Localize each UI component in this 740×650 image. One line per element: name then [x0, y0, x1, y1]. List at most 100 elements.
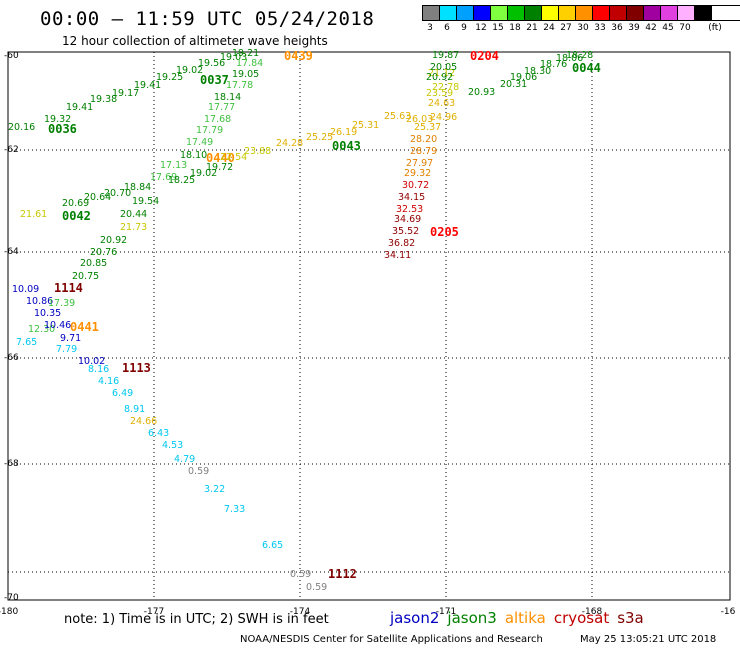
wave-height-reading: 21.73: [120, 222, 147, 233]
mission-name: jason3: [447, 609, 497, 627]
wave-height-reading: 25.37: [414, 122, 441, 133]
wave-height-reading: 25.63: [384, 111, 411, 122]
wave-height-reading: 18.14: [214, 92, 241, 103]
scale-swatch: [678, 6, 695, 20]
scale-label: 3: [427, 23, 433, 33]
color-scale-labels: 3 6 9 12 15 18 21 24 27 30 33 36 39 42 45 70 (ft): [422, 21, 740, 35]
wave-height-reading: 18.84: [124, 182, 151, 193]
wave-height-reading: 12.30: [28, 324, 55, 335]
longitude-label: -168: [582, 607, 603, 617]
wave-height-reading: 4.16: [98, 376, 119, 387]
scale-swatch: [695, 6, 712, 20]
wave-height-reading: 20.31: [500, 79, 527, 90]
scale-swatch: [457, 6, 474, 20]
wave-height-reading: 34.15: [398, 192, 425, 203]
latitude-label: -64: [4, 247, 19, 257]
pass-time-label: 0043: [332, 139, 361, 153]
pass-time-label: 0440: [206, 151, 235, 165]
wave-height-reading: 17.49: [186, 137, 213, 148]
wave-height-reading: 20.93: [468, 87, 495, 98]
scale-swatch: [491, 6, 508, 20]
scale-swatch: [423, 6, 440, 20]
wave-height-reading: 7.33: [224, 504, 245, 515]
longitude-label: -174: [290, 607, 311, 617]
wave-height-reading: 24.96: [430, 112, 457, 123]
longitude-label: -177: [144, 607, 164, 617]
mission-name: s3a: [617, 609, 644, 627]
scale-label: 12: [475, 23, 487, 33]
wave-height-reading: 20.85: [80, 258, 107, 269]
wave-height-reading: 18.10: [180, 150, 207, 161]
scale-swatch: [644, 6, 661, 20]
wave-height-reading: 4.53: [162, 440, 183, 451]
wave-height-reading: 20.70: [104, 188, 131, 199]
scale-swatch: [559, 6, 576, 20]
footnote: note: 1) Time is in UTC; 2) SWH is in fe…: [64, 612, 329, 627]
wave-height-reading: 17.69: [150, 172, 177, 183]
wave-height-reading: 6.49: [112, 388, 133, 399]
wave-height-reading: 19.87: [432, 50, 459, 61]
wave-height-reading: 35.52: [392, 226, 419, 237]
scale-swatch: [525, 6, 542, 20]
wave-height-reading: 20.75: [72, 271, 99, 282]
wave-height-reading: 0.59: [290, 569, 311, 580]
wave-height-reading: 8.16: [88, 364, 109, 375]
wave-height-reading: 19.41: [66, 102, 93, 113]
latitude-label: -68: [4, 459, 19, 469]
wave-height-reading: 18.25: [168, 175, 195, 186]
wave-height-reading: 28.79: [410, 146, 437, 157]
scale-label: 33: [594, 23, 606, 33]
scale-unit: (ft): [708, 23, 722, 33]
color-scale-swatches: [422, 5, 740, 21]
latitude-label: -62: [4, 145, 19, 155]
scale-label: 6: [444, 23, 450, 33]
wave-height-reading: 9.71: [60, 333, 81, 344]
wave-height-reading: 10.46: [44, 320, 71, 331]
wave-height-reading: 25.31: [352, 120, 379, 131]
scale-label: 36: [611, 23, 623, 33]
wave-height-reading: 10.02: [78, 356, 105, 367]
mission-name: jason2: [390, 609, 440, 627]
wave-height-reading: 20.16: [8, 122, 35, 133]
wave-height-reading: 29.32: [404, 168, 431, 179]
scale-swatch: [610, 6, 627, 20]
wave-height-reading: 20.05: [430, 62, 457, 73]
scale-label: 70: [679, 23, 691, 33]
wave-height-reading: 21.12: [428, 68, 455, 79]
latitude-label: -66: [4, 353, 19, 363]
wave-height-reading: 3.22: [204, 484, 225, 495]
mission-name: altika: [504, 609, 546, 627]
pass-time-label: 0439: [284, 49, 313, 63]
scale-label: 27: [560, 23, 572, 33]
wave-height-reading: 10.86: [26, 296, 53, 307]
pass-time-label: 1113: [122, 361, 151, 375]
wave-height-reading: 17.39: [48, 298, 75, 309]
wave-height-reading: 6.43: [148, 428, 169, 439]
page-subtitle: 12 hour collection of altimeter wave hei…: [62, 34, 328, 48]
scale-label: 30: [577, 23, 589, 33]
wave-height-reading: 24.63: [428, 98, 455, 109]
scale-swatch: [508, 6, 525, 20]
scale-label: 15: [492, 23, 504, 33]
wave-height-reading: 24.28: [276, 138, 303, 149]
wave-height-reading: 18.06: [556, 53, 583, 64]
wave-height-reading: 17.77: [208, 102, 235, 113]
wave-height-reading: 20.76: [90, 247, 117, 258]
wave-height-color-scale: 3 6 9 12 15 18 21 24 27 30 33 36 39 42 45 70 (ft): [422, 5, 740, 35]
scale-label: 39: [628, 23, 640, 33]
scale-label: 21: [526, 23, 538, 33]
wave-height-reading: 19.38: [90, 94, 117, 105]
wave-height-reading: 19.02: [176, 65, 203, 76]
wave-height-reading: 28.20: [410, 134, 437, 145]
scale-swatch: [593, 6, 610, 20]
wave-height-reading: 19.41: [134, 80, 161, 91]
wave-height-reading: 17.13: [160, 160, 187, 171]
wave-height-reading: 22.78: [432, 82, 459, 93]
wave-height-reading: 19.32: [44, 114, 71, 125]
wave-height-reading: 20.92: [100, 235, 127, 246]
scale-swatch: [542, 6, 559, 20]
scale-swatch: [576, 6, 593, 20]
pass-time-label: 0036: [48, 122, 77, 136]
wave-height-reading: 18.28: [566, 50, 593, 61]
